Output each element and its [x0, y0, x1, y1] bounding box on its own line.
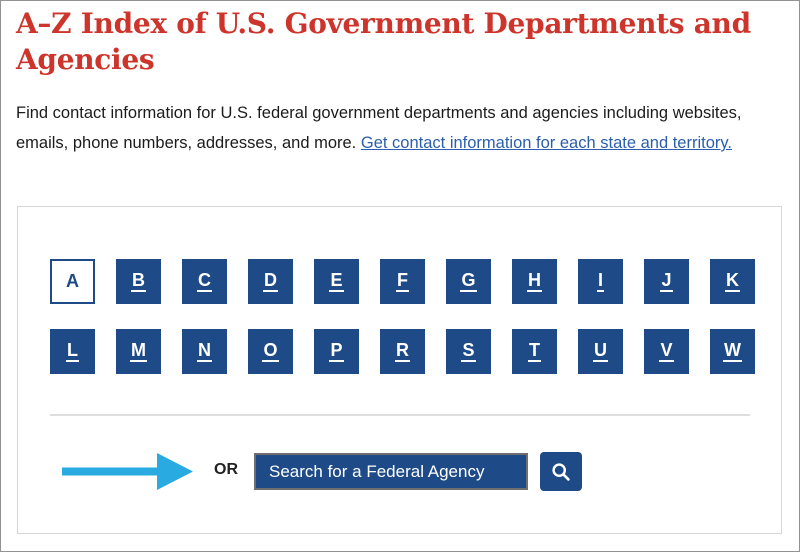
letter-tile-j[interactable]: J: [644, 259, 689, 304]
divider: [50, 414, 750, 416]
agency-search-input[interactable]: Search for a Federal Agency: [254, 453, 528, 490]
letter-tile-a[interactable]: A: [50, 259, 95, 304]
page-title: A–Z Index of U.S. Government Departments…: [16, 7, 751, 76]
letter-tile-h[interactable]: H: [512, 259, 557, 304]
search-button[interactable]: [540, 452, 582, 491]
letter-row-1: A B C D E F G H I J K: [50, 259, 755, 304]
letter-tile-g[interactable]: G: [446, 259, 491, 304]
letter-tile-f[interactable]: F: [380, 259, 425, 304]
agency-search-text: Search for a Federal Agency: [269, 461, 485, 481]
search-icon: [552, 462, 570, 481]
letter-tile-d[interactable]: D: [248, 259, 293, 304]
letter-tile-b[interactable]: B: [116, 259, 161, 304]
letter-tile-o[interactable]: O: [248, 329, 293, 374]
az-index-panel: A B C D E F G H I J K L M N O P R S T U …: [17, 206, 782, 534]
intro-paragraph: Find contact information for U.S. federa…: [16, 98, 782, 158]
letter-tile-k[interactable]: K: [710, 259, 755, 304]
or-label: OR: [214, 461, 238, 478]
letter-tile-p[interactable]: P: [314, 329, 359, 374]
letter-tile-e[interactable]: E: [314, 259, 359, 304]
letter-tile-w[interactable]: W: [710, 329, 755, 374]
letter-tile-m[interactable]: M: [116, 329, 161, 374]
letter-tile-l[interactable]: L: [50, 329, 95, 374]
letter-tile-c[interactable]: C: [182, 259, 227, 304]
letter-tile-s[interactable]: S: [446, 329, 491, 374]
letter-tile-r[interactable]: R: [380, 329, 425, 374]
letter-tile-u[interactable]: U: [578, 329, 623, 374]
letter-tile-t[interactable]: T: [512, 329, 557, 374]
intro-text: Find contact information for U.S. federa…: [16, 104, 742, 152]
letter-tile-n[interactable]: N: [182, 329, 227, 374]
state-territory-link[interactable]: Get contact information for each state a…: [360, 134, 732, 152]
letter-tile-v[interactable]: V: [644, 329, 689, 374]
right-arrow-icon: [62, 453, 193, 490]
letter-row-2: L M N O P R S T U V W: [50, 329, 755, 374]
letter-tile-i[interactable]: I: [578, 259, 623, 304]
